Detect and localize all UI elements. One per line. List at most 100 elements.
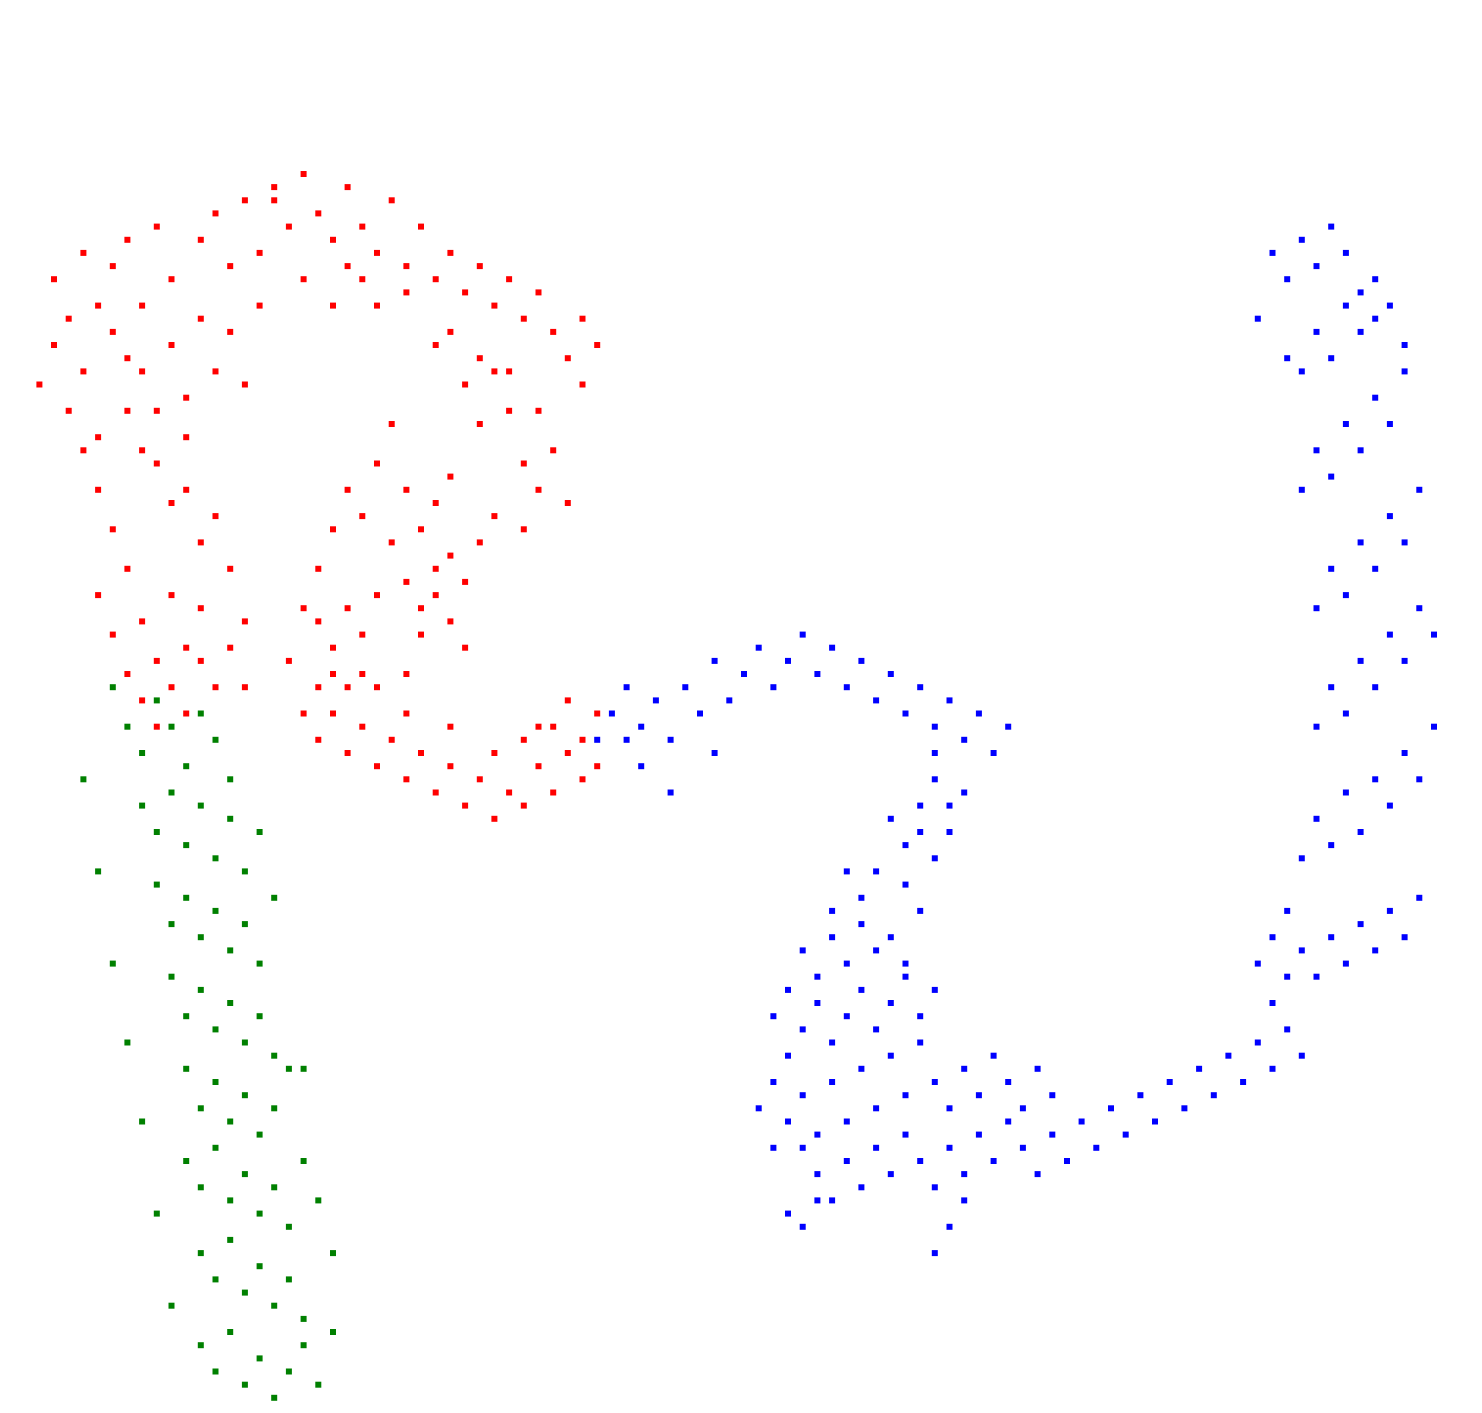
scatter-point — [594, 763, 601, 770]
scatter-point — [330, 1329, 336, 1335]
scatter-point — [491, 302, 498, 309]
scatter-point — [520, 315, 527, 322]
scatter-point — [212, 1368, 219, 1375]
scatter-point — [403, 671, 410, 677]
scatter-point — [1298, 368, 1305, 375]
scatter-point — [917, 1158, 924, 1164]
scatter-point — [139, 802, 146, 809]
scatter-point — [241, 868, 248, 875]
scatter-point — [1416, 894, 1423, 901]
scatter-point — [902, 960, 909, 967]
scatter-point — [887, 815, 894, 822]
scatter-point — [197, 236, 204, 243]
scatter-point — [124, 723, 131, 730]
scatter-point — [197, 986, 204, 993]
scatter-points-layer — [36, 171, 1437, 1401]
scatter-point — [1386, 302, 1393, 309]
scatter-point — [139, 447, 146, 454]
scatter-point — [359, 223, 366, 230]
scatter-point — [1298, 947, 1305, 954]
scatter-point — [1328, 842, 1335, 849]
scatter-point — [153, 460, 160, 467]
scatter-point — [1401, 539, 1408, 546]
scatter-point — [1152, 1118, 1158, 1125]
scatter-point — [858, 1065, 865, 1072]
scatter-point — [65, 315, 72, 322]
scatter-point — [344, 684, 351, 691]
scatter-point — [726, 697, 733, 704]
scatter-point — [1342, 592, 1349, 599]
scatter-point — [374, 684, 380, 691]
scatter-point — [51, 342, 57, 348]
scatter-point — [1416, 605, 1423, 612]
scatter-point — [256, 1013, 263, 1020]
scatter-point — [315, 210, 322, 217]
scatter-point — [1372, 565, 1379, 572]
scatter-point — [212, 855, 219, 862]
scatter-point — [212, 368, 219, 375]
scatter-point — [65, 407, 72, 414]
scatter-point — [124, 671, 131, 677]
scatter-point — [506, 276, 513, 283]
scatter-point — [1137, 1092, 1144, 1099]
scatter-point — [931, 855, 938, 862]
scatter-point — [418, 750, 424, 756]
scatter-point — [946, 829, 953, 835]
scatter-point — [330, 710, 336, 717]
scatter-point — [1049, 1131, 1056, 1138]
scatter-point — [1049, 1092, 1056, 1099]
scatter-point — [447, 473, 454, 480]
scatter-point — [799, 947, 806, 954]
scatter-point — [843, 1118, 850, 1125]
scatter-point — [829, 934, 836, 941]
scatter-point — [315, 565, 322, 572]
scatter-point — [1416, 486, 1423, 493]
scatter-point — [1064, 1158, 1070, 1164]
scatter-point — [1284, 973, 1291, 980]
scatter-point — [1284, 355, 1291, 362]
scatter-point — [197, 1250, 204, 1257]
scatter-point — [1254, 315, 1261, 322]
scatter-point — [1019, 1144, 1026, 1151]
scatter-point — [139, 302, 146, 309]
scatter-point — [153, 723, 160, 730]
scatter-point — [183, 1065, 190, 1072]
scatter-point — [550, 723, 557, 730]
scatter-point — [579, 315, 586, 322]
scatter-point — [1313, 328, 1320, 335]
scatter-point — [858, 657, 865, 664]
scatter-point — [902, 973, 909, 980]
scatter-point — [902, 710, 909, 717]
scatter-point — [300, 1315, 307, 1322]
scatter-point — [403, 776, 410, 783]
scatter-point — [520, 526, 527, 533]
scatter-point — [829, 1039, 836, 1046]
scatter-point — [388, 421, 395, 427]
scatter-point — [873, 868, 880, 875]
scatter-point — [1313, 815, 1320, 822]
scatter-point — [873, 1105, 880, 1112]
scatter-point — [432, 276, 439, 283]
scatter-point — [241, 381, 248, 388]
scatter-point — [623, 684, 630, 691]
scatter-point — [212, 1026, 219, 1033]
scatter-point — [843, 868, 850, 875]
scatter-point — [1122, 1131, 1129, 1138]
scatter-point — [476, 776, 483, 783]
scatter-point — [1342, 789, 1349, 796]
scatter-point — [990, 1052, 997, 1059]
scatter-point — [212, 684, 219, 691]
scatter-point — [285, 1368, 292, 1375]
scatter-point — [447, 328, 454, 335]
scatter-point — [697, 710, 703, 717]
scatter-point — [80, 368, 87, 375]
scatter-point — [447, 723, 454, 730]
scatter-point — [109, 631, 116, 638]
scatter-point — [1298, 236, 1305, 243]
scatter-point — [1357, 829, 1364, 835]
scatter-point — [1078, 1118, 1085, 1125]
scatter-point — [418, 605, 424, 612]
scatter-point — [197, 1105, 204, 1112]
scatter-point — [1401, 342, 1408, 348]
scatter-point — [403, 578, 410, 585]
